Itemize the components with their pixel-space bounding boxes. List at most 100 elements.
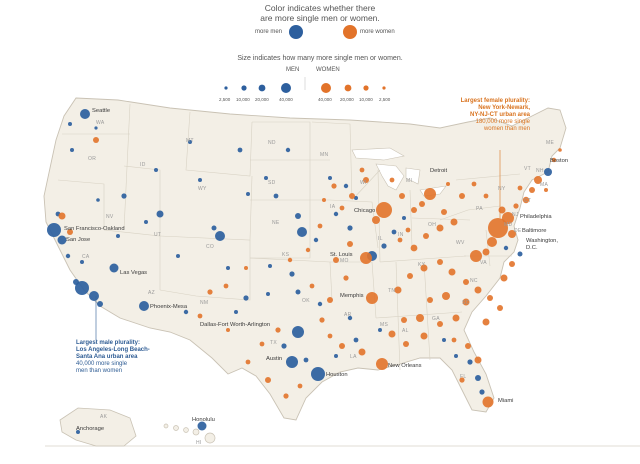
la-circle bbox=[75, 281, 89, 295]
men-circle-5 bbox=[80, 260, 84, 264]
women-circle-33 bbox=[474, 286, 482, 294]
men-circle-30 bbox=[354, 196, 358, 200]
men-circle-29 bbox=[333, 211, 339, 217]
women-circle-80 bbox=[317, 223, 323, 229]
men-circle-58 bbox=[176, 254, 180, 258]
houston-circle bbox=[311, 367, 325, 381]
men-circle-37 bbox=[154, 168, 158, 172]
city-label-anchorage: Anchorage bbox=[76, 426, 105, 432]
state-NJ: NJ bbox=[512, 212, 519, 218]
women-circle-47 bbox=[327, 333, 333, 339]
women-circle-20 bbox=[459, 193, 465, 199]
women-circle-27 bbox=[394, 286, 402, 294]
women-circle-7 bbox=[513, 203, 519, 209]
men-circle-19 bbox=[297, 227, 307, 237]
men-circle-6 bbox=[89, 291, 99, 301]
dallas-circle bbox=[292, 326, 304, 338]
men-circle-40 bbox=[264, 176, 268, 180]
women-circle-77 bbox=[67, 229, 73, 235]
women-circle-3 bbox=[534, 176, 542, 184]
hawaii bbox=[163, 423, 216, 444]
lasvegas-circle bbox=[109, 263, 119, 273]
women-circle-41 bbox=[403, 341, 409, 347]
women-circle-73 bbox=[389, 177, 395, 183]
memphis-circle bbox=[366, 292, 378, 304]
men-circle-34 bbox=[237, 147, 243, 153]
female-line-2: women than men bbox=[483, 126, 530, 132]
women-circle-64 bbox=[482, 318, 490, 326]
city-label-washington-1: Washington, bbox=[526, 238, 559, 244]
female-title-1: Largest female plurality: bbox=[460, 98, 530, 104]
women-circle-29 bbox=[420, 264, 428, 272]
women-circle-26 bbox=[343, 275, 349, 281]
women-circle-1 bbox=[508, 230, 516, 238]
women-circle-63 bbox=[451, 337, 457, 343]
men-circle-50 bbox=[517, 251, 523, 257]
men-circle-21 bbox=[313, 237, 319, 243]
women-circle-39 bbox=[401, 317, 407, 323]
state-WA: WA bbox=[96, 120, 105, 126]
men-tick-1: 2,500 bbox=[219, 97, 231, 102]
phoenix-circle bbox=[139, 301, 149, 311]
women-circle-31 bbox=[448, 268, 456, 276]
state-UT: UT bbox=[154, 232, 162, 238]
men-circle-48 bbox=[479, 389, 485, 395]
women-circle-30 bbox=[437, 259, 443, 265]
male-title-1: Largest male plurality: bbox=[76, 340, 141, 346]
color-legend-line2: are more single men or women. bbox=[260, 13, 380, 23]
women-circle-81 bbox=[305, 247, 311, 253]
state-AL: AL bbox=[402, 328, 409, 334]
sf-circle bbox=[47, 223, 61, 237]
men-header: MEN bbox=[286, 67, 300, 73]
female-plurality-annotation: Largest female plurality: New York-Newar… bbox=[444, 98, 530, 133]
state-CA: CA bbox=[82, 254, 90, 260]
men-circle-35 bbox=[188, 140, 192, 144]
women-circle-84 bbox=[322, 198, 326, 202]
men-circle-53 bbox=[226, 266, 230, 270]
philadelphia-circle bbox=[487, 237, 497, 247]
state-MD: MD bbox=[504, 222, 513, 228]
men-circle-51 bbox=[503, 245, 509, 251]
women-circle-40 bbox=[388, 330, 396, 338]
women-circle-65 bbox=[497, 305, 503, 311]
women-circle-59 bbox=[197, 313, 203, 319]
state-MS: MS bbox=[380, 322, 389, 328]
women-circle-0 bbox=[502, 212, 514, 224]
city-label-honolulu: Honolulu bbox=[192, 417, 215, 423]
men-circle-16 bbox=[266, 292, 270, 296]
state-WI: WI bbox=[360, 180, 367, 186]
state-MO: MO bbox=[340, 258, 349, 264]
state-SD: SD bbox=[268, 180, 276, 186]
men-circle-7 bbox=[73, 279, 79, 285]
women-circle-51 bbox=[275, 327, 281, 333]
men-circle-10 bbox=[215, 231, 225, 241]
women-circle-79 bbox=[223, 283, 229, 289]
state-NV: NV bbox=[106, 214, 114, 220]
women-circle-83 bbox=[244, 266, 248, 270]
city-label-houston: Houston bbox=[326, 372, 348, 378]
women-circle-32 bbox=[463, 279, 469, 285]
men-tick-4: 40,000 bbox=[279, 97, 293, 102]
state-borders bbox=[57, 103, 521, 371]
men-circle-47 bbox=[475, 375, 481, 381]
women-circle-56 bbox=[245, 359, 251, 365]
women-circle-24 bbox=[347, 241, 353, 247]
women-circle-17 bbox=[410, 244, 418, 252]
state-AR: AR bbox=[344, 312, 352, 318]
men-circle-55 bbox=[116, 234, 120, 238]
men-circle-57 bbox=[144, 220, 148, 224]
women-circle-28 bbox=[407, 273, 413, 279]
state-OK: OK bbox=[302, 298, 310, 304]
lake-michigan bbox=[375, 163, 405, 191]
city-label-phoenix: Phoenix-Mesa bbox=[150, 304, 188, 310]
city-label-miami: Miami bbox=[498, 398, 514, 404]
state-SC: SC bbox=[462, 300, 470, 306]
women-circle-36 bbox=[442, 292, 450, 300]
men-tick-2: 10,000 bbox=[236, 97, 250, 102]
women-circle-38 bbox=[416, 314, 424, 322]
city-label-boston: Boston bbox=[550, 158, 569, 164]
male-line-2: men than women bbox=[76, 368, 123, 374]
women-circle-70 bbox=[331, 183, 337, 189]
city-label-lasvegas: Las Vegas bbox=[120, 270, 148, 276]
state-ND: ND bbox=[268, 140, 276, 146]
